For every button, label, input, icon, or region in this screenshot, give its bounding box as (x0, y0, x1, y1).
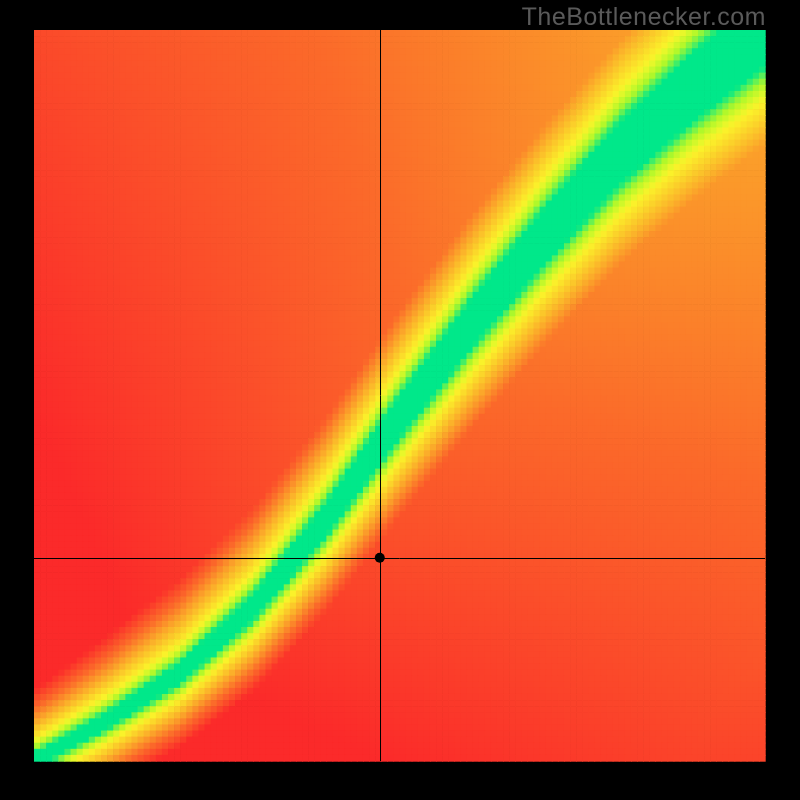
bottleneck-heatmap (0, 0, 800, 800)
watermark-text: TheBottlenecker.com (522, 3, 766, 32)
